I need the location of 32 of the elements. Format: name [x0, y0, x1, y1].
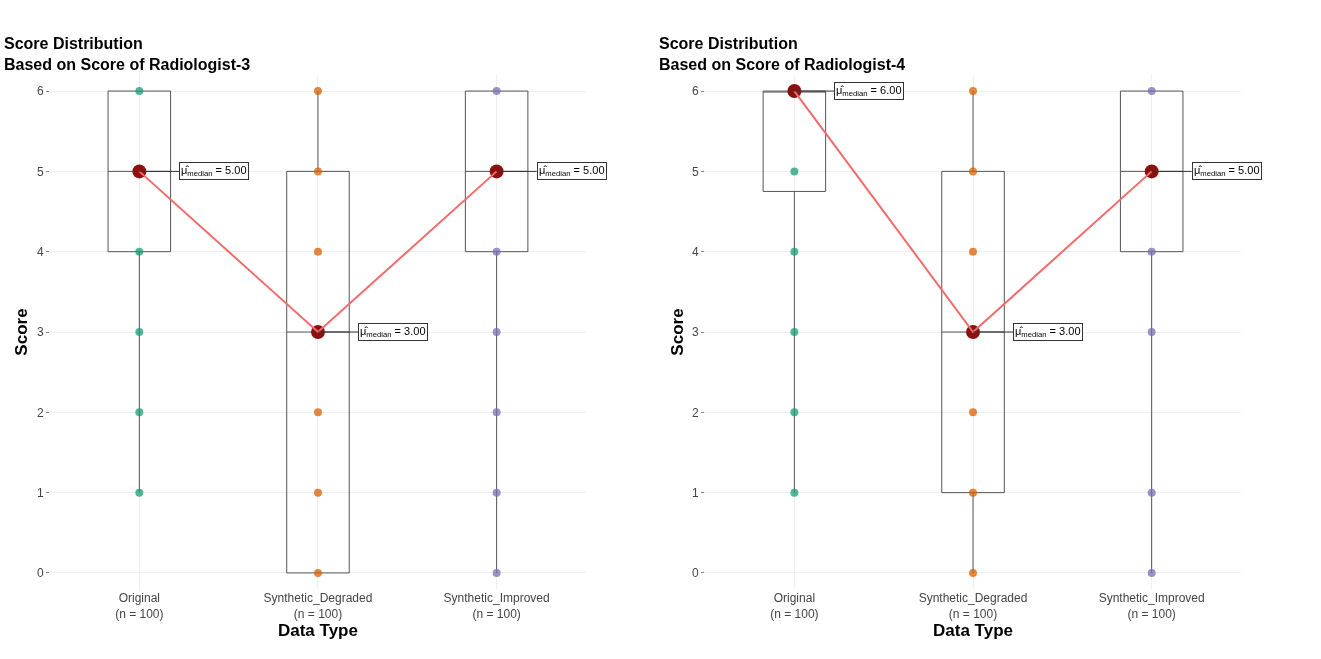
y-tick-label: 3: [691, 325, 699, 340]
annotation: μ̂$_{median}$ = 5.00: [539, 164, 605, 179]
y-tick-label: 2: [691, 405, 699, 420]
x-tick-label: Original (n = 100): [115, 591, 164, 621]
y-tick-label: 1: [691, 485, 699, 500]
y-axis-title: Score: [667, 308, 687, 356]
x-tick-label: Original (n = 100): [770, 591, 819, 621]
annotation: μ̂$_{median}$ = 3.00: [360, 325, 426, 340]
annotation: μ̂$_{median}$ = 5.00: [1194, 164, 1260, 179]
x-tick-label: Synthetic_Improved (n = 100): [1098, 591, 1205, 621]
y-tick-label: 6: [691, 84, 699, 99]
annotation: μ̂$_{median}$ = 6.00: [836, 84, 902, 99]
y-tick-label: 6: [36, 84, 44, 99]
x-axis-title: Data Type: [277, 620, 358, 640]
chart-title: Score Distribution Based on Score of Radiologist-4: [659, 35, 906, 73]
y-tick-label: 4: [691, 244, 699, 259]
y-tick-label: 0: [36, 566, 44, 581]
annotation: μ̂$_{median}$ = 3.00: [1015, 325, 1081, 340]
y-axis-title: Score: [12, 308, 32, 356]
chart-title: Score Distribution Based on Score of Radiologist-3: [4, 35, 251, 73]
y-tick-label: 1: [36, 485, 44, 500]
x-tick-label: Synthetic_Degraded (n = 100): [263, 591, 373, 621]
y-tick-label: 0: [691, 566, 699, 581]
y-tick-label: 5: [691, 164, 699, 179]
annotation: μ̂$_{median}$ = 5.00: [181, 164, 247, 179]
y-tick-label: 3: [36, 325, 44, 340]
y-tick-label: 2: [36, 405, 44, 420]
y-tick-label: 5: [36, 164, 44, 179]
y-tick-label: 4: [36, 244, 44, 259]
x-tick-label: Synthetic_Improved (n = 100): [443, 591, 550, 621]
x-tick-label: Synthetic_Degraded (n = 100): [918, 591, 1028, 621]
x-axis-title: Data Type: [933, 620, 1014, 640]
